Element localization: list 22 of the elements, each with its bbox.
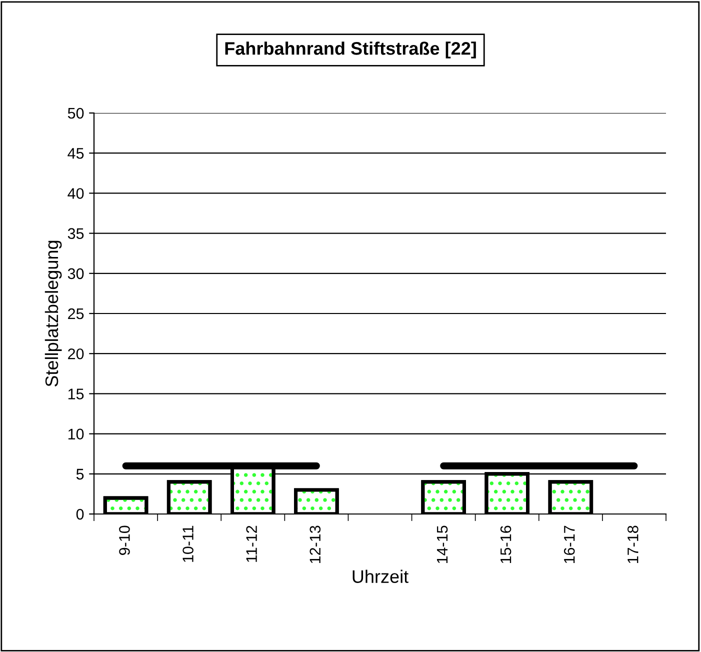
x-tick-label: 16-17 (564, 526, 575, 564)
y-tick-label: 0 (76, 508, 84, 520)
x-axis-title: Uhrzeit (352, 570, 408, 583)
x-tick-label: 11-12 (246, 526, 257, 562)
y-tick-label: 40 (68, 188, 84, 199)
x-tick-label: 12-13 (310, 526, 321, 564)
x-tick-label: 10-11 (182, 526, 194, 562)
y-tick-label: 5 (76, 468, 84, 480)
y-tick-label: 50 (68, 108, 84, 119)
y-axis-title: Stellplatzbelegung (44, 240, 62, 386)
y-tick-label: 25 (68, 308, 84, 320)
x-tick-label: 14-15 (436, 526, 448, 564)
x-tick-label: 9-10 (119, 526, 130, 555)
y-tick-label: 35 (68, 228, 84, 239)
y-tick-label: 45 (68, 148, 84, 159)
x-tick-label: 15-16 (500, 526, 512, 564)
y-tick-label: 15 (68, 388, 84, 400)
x-tick-label: 17-18 (628, 526, 638, 564)
y-tick-label: 30 (68, 268, 84, 280)
chart-title: Fahrbahnrand Stiftstraße [22] (225, 42, 476, 58)
y-tick-label: 10 (68, 428, 84, 440)
y-tick-label: 20 (68, 348, 84, 360)
